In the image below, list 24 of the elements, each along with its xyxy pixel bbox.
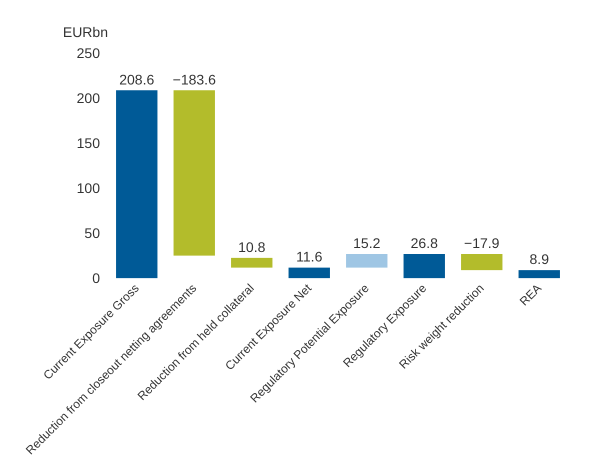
bar: [288, 268, 330, 278]
data-label: 208.6: [119, 71, 154, 88]
bar: [404, 254, 445, 278]
x-tick-label: REA: [516, 281, 544, 308]
data-label: 26.8: [410, 234, 438, 251]
y-tick-label: 250: [76, 45, 100, 61]
y-axis-title: EURbn: [62, 24, 108, 40]
bar: [346, 254, 388, 268]
y-tick-label: 150: [76, 135, 100, 152]
data-label: 15.2: [353, 234, 381, 251]
bar: [116, 90, 158, 278]
data-label: 11.6: [296, 248, 323, 265]
bar: [461, 254, 502, 270]
data-label: −17.9: [464, 234, 500, 251]
data-label: 10.8: [238, 238, 266, 255]
y-tick-label: 200: [76, 90, 100, 106]
data-label: −183.6: [172, 71, 216, 88]
y-tick-label: 50: [84, 225, 100, 242]
data-label: 8.9: [530, 251, 550, 268]
y-tick-label: 100: [76, 180, 100, 196]
bar: [231, 258, 272, 268]
bar: [518, 270, 560, 278]
y-tick-label: 0: [92, 270, 100, 286]
bar: [174, 90, 215, 256]
